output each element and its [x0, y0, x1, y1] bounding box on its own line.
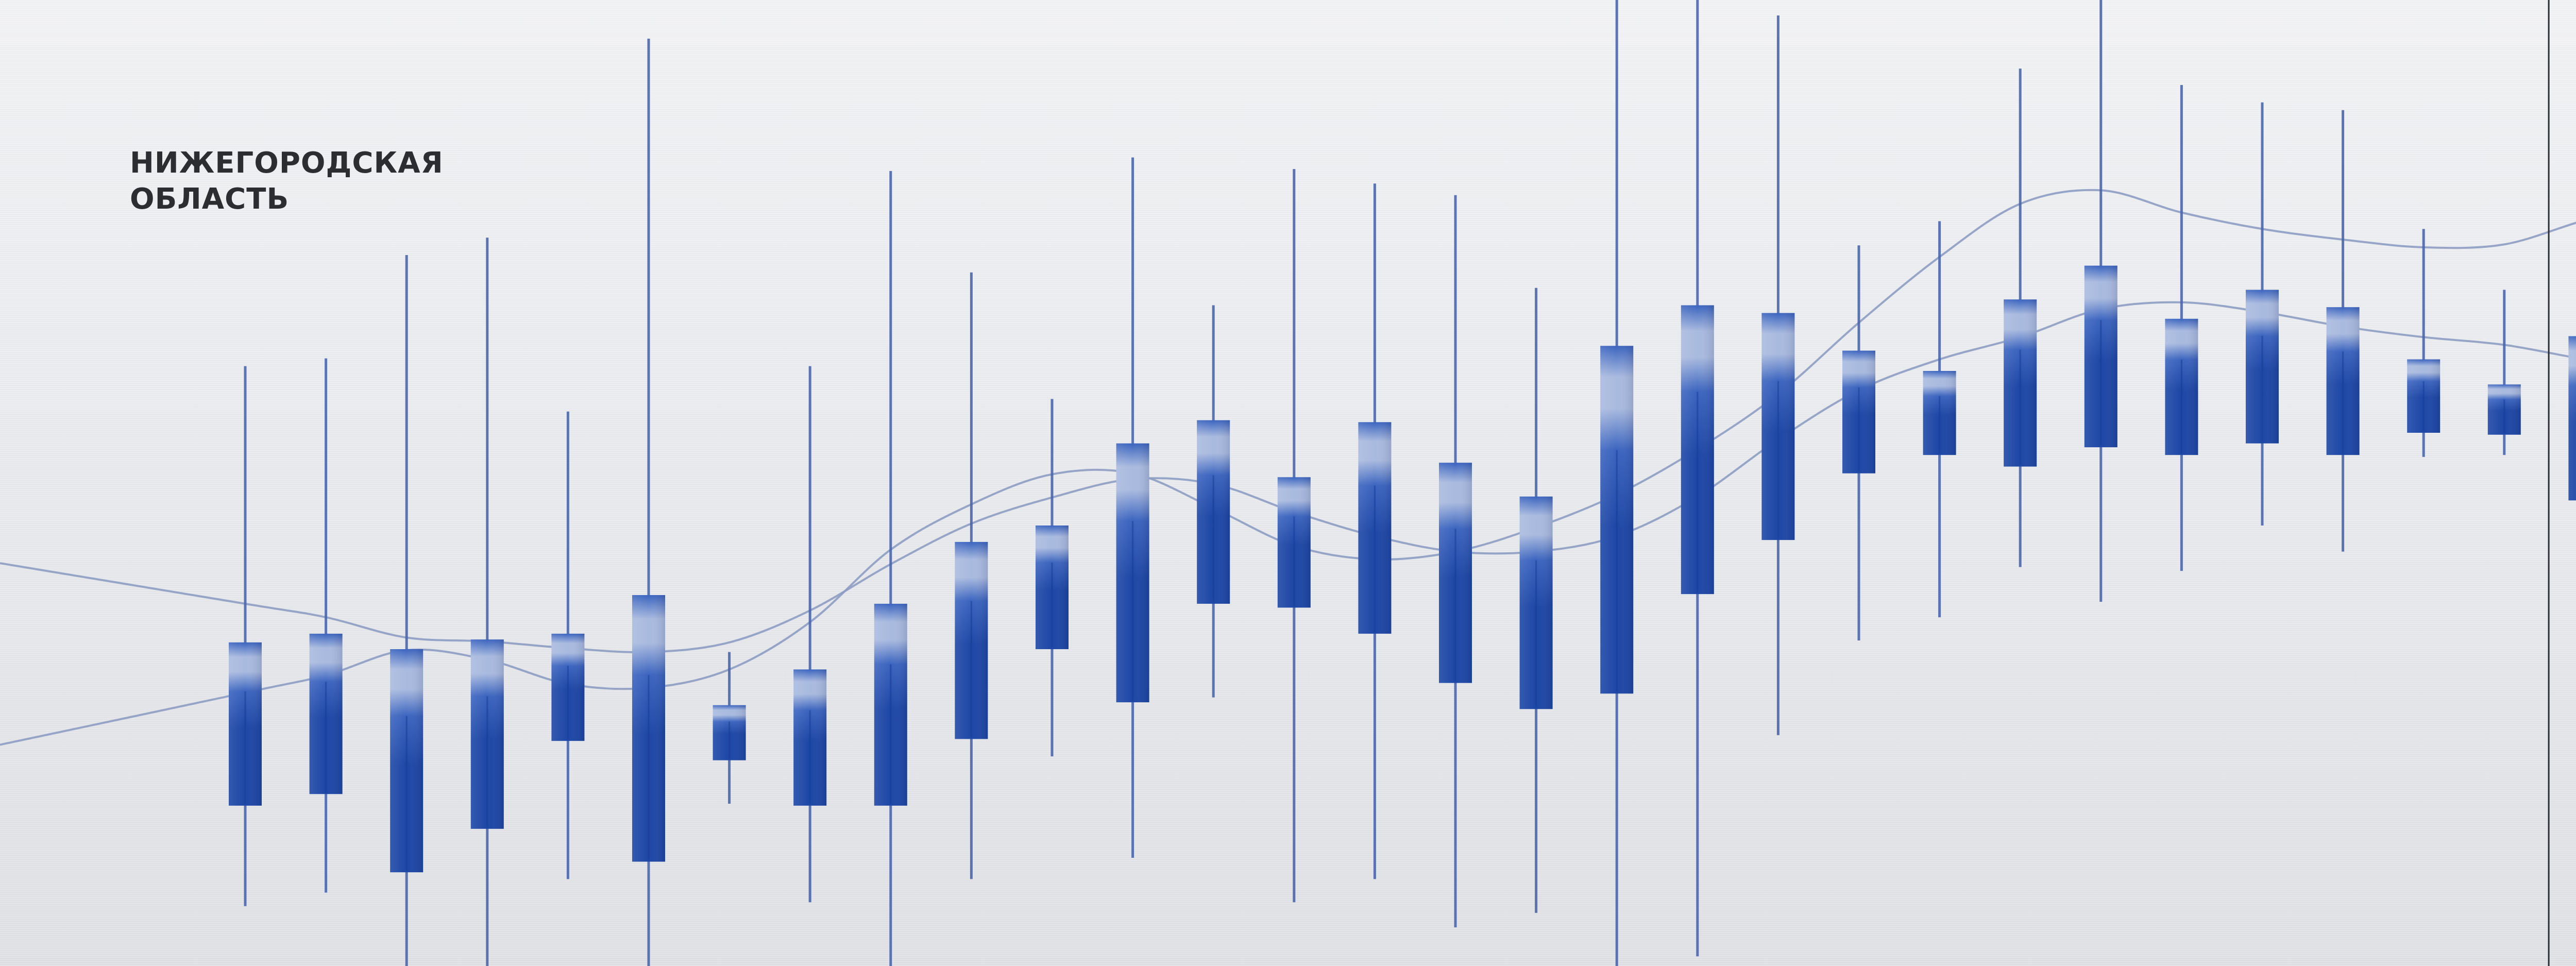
candle [2084, 265, 2117, 448]
candle [1600, 346, 1634, 694]
region-title-line-1: НИЖЕГОРОДСКАЯ [130, 146, 444, 180]
region-title: НИЖЕГОРОДСКАЯ ОБЛАСТЬ [130, 145, 444, 217]
candle [2568, 336, 2576, 501]
candle [2487, 384, 2521, 435]
candle-body-layer [229, 265, 2576, 873]
moving-average-line-2 [0, 189, 2576, 746]
candle [1277, 477, 1311, 608]
candle [2326, 307, 2360, 455]
candle-body-shading [2568, 336, 2576, 501]
candle [1197, 420, 1230, 604]
candle [874, 603, 907, 806]
candle [1923, 371, 1956, 455]
candle [955, 541, 988, 739]
candle [551, 634, 585, 741]
candle [1681, 305, 1714, 595]
candle [309, 634, 343, 794]
candle [2246, 290, 2279, 444]
candle [470, 639, 504, 829]
candle [1842, 350, 1875, 473]
candle [1519, 496, 1553, 709]
candle [793, 669, 827, 806]
region-title-line-2: ОБЛАСТЬ [130, 182, 290, 216]
candle [713, 705, 746, 760]
candle [2165, 318, 2198, 455]
candle [2004, 299, 2037, 467]
candle [1358, 422, 1392, 634]
candle [390, 649, 423, 873]
candle [229, 642, 262, 806]
candle [632, 595, 665, 862]
candle [1761, 313, 1795, 540]
candle [1036, 526, 1069, 649]
wick-layer [244, 0, 2506, 966]
candle [2407, 359, 2441, 433]
moving-average-layer [0, 189, 2576, 746]
candle [1439, 463, 1472, 683]
candle [1116, 443, 1149, 703]
